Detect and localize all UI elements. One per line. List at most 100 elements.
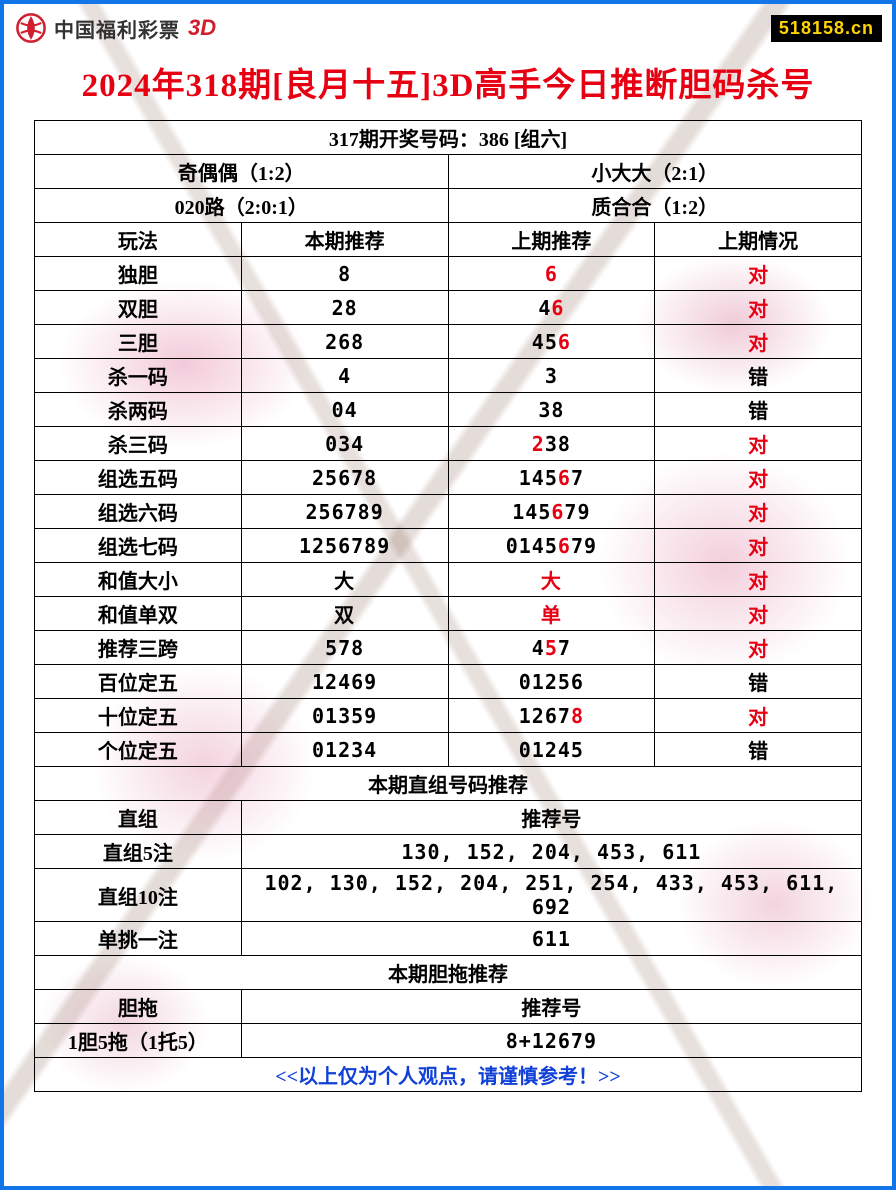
play-name: 双胆 bbox=[35, 291, 242, 325]
play-name: 十位定五 bbox=[35, 699, 242, 733]
summary-size: 小大大（2:1） bbox=[448, 155, 862, 189]
summary-row-1: 奇偶偶（1:2） 小大大（2:1） bbox=[35, 155, 862, 189]
prev-pick: 457 bbox=[448, 631, 655, 665]
prev-pick: 238 bbox=[448, 427, 655, 461]
prev-status: 对 bbox=[655, 461, 862, 495]
prev-pick: 大 bbox=[448, 563, 655, 597]
table-row: 杀一码43错 bbox=[35, 359, 862, 393]
table-row: 杀三码034238对 bbox=[35, 427, 862, 461]
prev-status: 错 bbox=[655, 733, 862, 767]
table-row: 和值单双双单对 bbox=[35, 597, 862, 631]
table-row: 直组5注130, 152, 204, 453, 611 bbox=[35, 835, 862, 869]
play-name: 个位定五 bbox=[35, 733, 242, 767]
summary-prime: 质合合（1:2） bbox=[448, 189, 862, 223]
table-row: 百位定五1246901256错 bbox=[35, 665, 862, 699]
prev-status: 对 bbox=[655, 699, 862, 733]
current-pick: 双 bbox=[241, 597, 448, 631]
combo-name: 直组5注 bbox=[35, 835, 242, 869]
table-row: 独胆86对 bbox=[35, 257, 862, 291]
prev-pick: 01256 bbox=[448, 665, 655, 699]
current-pick: 01359 bbox=[241, 699, 448, 733]
prev-pick: 01245 bbox=[448, 733, 655, 767]
current-pick: 25678 bbox=[241, 461, 448, 495]
prev-pick: 12678 bbox=[448, 699, 655, 733]
col-current: 本期推荐 bbox=[241, 223, 448, 257]
current-pick: 256789 bbox=[241, 495, 448, 529]
current-pick: 1256789 bbox=[241, 529, 448, 563]
prev-status: 对 bbox=[655, 563, 862, 597]
prev-pick: 单 bbox=[448, 597, 655, 631]
table-row: 1胆5拖（1托5）8+12679 bbox=[35, 1024, 862, 1058]
combo-name: 单挑一注 bbox=[35, 922, 242, 956]
section2-title: 本期直组号码推荐 bbox=[35, 767, 862, 801]
prev-pick: 46 bbox=[448, 291, 655, 325]
current-pick: 04 bbox=[241, 393, 448, 427]
prev-status: 对 bbox=[655, 597, 862, 631]
header-bar: 中国福利彩票 3D 518158.cn bbox=[4, 4, 892, 46]
brand-text: 中国福利彩票 bbox=[54, 14, 180, 43]
prev-status: 对 bbox=[655, 495, 862, 529]
dantuo-name: 1胆5拖（1托5） bbox=[35, 1024, 242, 1058]
prev-status: 对 bbox=[655, 291, 862, 325]
table-row: 十位定五0135912678对 bbox=[35, 699, 862, 733]
prev-status: 对 bbox=[655, 631, 862, 665]
page-frame: 中国福利彩票 3D 518158.cn 2024年318期[良月十五]3D高手今… bbox=[0, 0, 896, 1190]
prev-pick: 6 bbox=[448, 257, 655, 291]
page-title: 2024年318期[良月十五]3D高手今日推断胆码杀号 bbox=[4, 46, 892, 120]
section2-col1: 直组 bbox=[35, 801, 242, 835]
prev-pick: 3 bbox=[448, 359, 655, 393]
table-row: 推荐三跨578457对 bbox=[35, 631, 862, 665]
play-name: 独胆 bbox=[35, 257, 242, 291]
combo-value: 102, 130, 152, 204, 251, 254, 433, 453, … bbox=[241, 869, 861, 922]
prev-status: 对 bbox=[655, 325, 862, 359]
combo-value: 130, 152, 204, 453, 611 bbox=[241, 835, 861, 869]
main-table: 317期开奖号码：386 [组六] 奇偶偶（1:2） 小大大（2:1） 020路… bbox=[34, 120, 862, 1092]
prev-status: 错 bbox=[655, 359, 862, 393]
section2-header-row: 直组 推荐号 bbox=[35, 801, 862, 835]
current-pick: 034 bbox=[241, 427, 448, 461]
lottery-logo-icon bbox=[14, 11, 48, 45]
footer-row: <<以上仅为个人观点，请谨慎参考！>> bbox=[35, 1058, 862, 1092]
col-prev: 上期推荐 bbox=[448, 223, 655, 257]
column-header-row: 玩法 本期推荐 上期推荐 上期情况 bbox=[35, 223, 862, 257]
current-pick: 12469 bbox=[241, 665, 448, 699]
site-badge: 518158.cn bbox=[771, 15, 882, 42]
section3-col2: 推荐号 bbox=[241, 990, 861, 1024]
play-name: 杀两码 bbox=[35, 393, 242, 427]
prev-pick: 456 bbox=[448, 325, 655, 359]
brand-logo: 中国福利彩票 3D bbox=[14, 11, 216, 45]
col-play: 玩法 bbox=[35, 223, 242, 257]
play-name: 百位定五 bbox=[35, 665, 242, 699]
section3-col1: 胆拖 bbox=[35, 990, 242, 1024]
section2-col2: 推荐号 bbox=[241, 801, 861, 835]
prev-status: 对 bbox=[655, 427, 862, 461]
prev-status: 对 bbox=[655, 529, 862, 563]
table-row: 组选六码256789145679对 bbox=[35, 495, 862, 529]
combo-value: 611 bbox=[241, 922, 861, 956]
draw-result: 317期开奖号码：386 [组六] bbox=[35, 121, 862, 155]
play-name: 杀一码 bbox=[35, 359, 242, 393]
table-row: 单挑一注611 bbox=[35, 922, 862, 956]
table-row: 个位定五0123401245错 bbox=[35, 733, 862, 767]
current-pick: 28 bbox=[241, 291, 448, 325]
prev-pick: 145679 bbox=[448, 495, 655, 529]
current-pick: 01234 bbox=[241, 733, 448, 767]
col-status: 上期情况 bbox=[655, 223, 862, 257]
play-name: 和值大小 bbox=[35, 563, 242, 597]
section2-title-row: 本期直组号码推荐 bbox=[35, 767, 862, 801]
prev-pick: 0145679 bbox=[448, 529, 655, 563]
prev-pick: 14567 bbox=[448, 461, 655, 495]
summary-oe: 奇偶偶（1:2） bbox=[35, 155, 449, 189]
combo-name: 直组10注 bbox=[35, 869, 242, 922]
table-row: 三胆268456对 bbox=[35, 325, 862, 359]
table-row: 双胆2846对 bbox=[35, 291, 862, 325]
play-name: 组选五码 bbox=[35, 461, 242, 495]
play-name: 推荐三跨 bbox=[35, 631, 242, 665]
table-row: 和值大小大大对 bbox=[35, 563, 862, 597]
draw-result-row: 317期开奖号码：386 [组六] bbox=[35, 121, 862, 155]
dantuo-value: 8+12679 bbox=[241, 1024, 861, 1058]
prev-status: 错 bbox=[655, 665, 862, 699]
current-pick: 4 bbox=[241, 359, 448, 393]
prev-status: 对 bbox=[655, 257, 862, 291]
current-pick: 8 bbox=[241, 257, 448, 291]
